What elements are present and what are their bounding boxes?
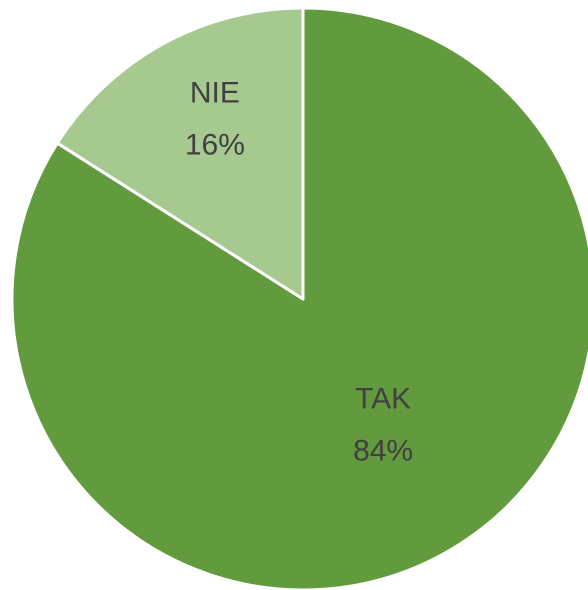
pie-slice bbox=[55, 6, 305, 301]
slice-category-label: NIE bbox=[190, 76, 240, 109]
slice-category-label: TAK bbox=[355, 382, 411, 415]
slice-value-label: 16% bbox=[185, 128, 245, 161]
pie-slice bbox=[10, 6, 588, 590]
slice-value-label: 84% bbox=[353, 434, 413, 467]
